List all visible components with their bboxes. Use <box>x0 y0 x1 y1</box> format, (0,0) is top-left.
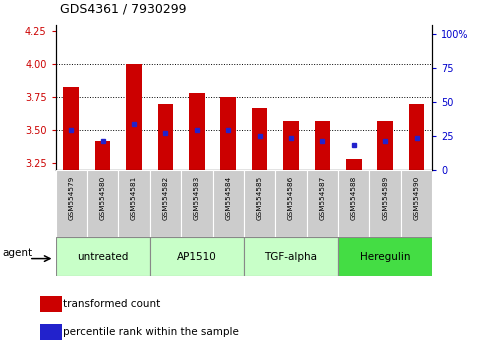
Bar <box>213 170 244 237</box>
Bar <box>307 170 338 237</box>
Text: Heregulin: Heregulin <box>360 252 411 262</box>
Text: TGF-alpha: TGF-alpha <box>265 252 317 262</box>
Bar <box>275 170 307 237</box>
Text: GSM554584: GSM554584 <box>225 175 231 219</box>
Bar <box>150 237 244 276</box>
Bar <box>95 141 111 170</box>
Bar <box>126 64 142 170</box>
Text: percentile rank within the sample: percentile rank within the sample <box>63 327 239 337</box>
Bar <box>338 237 432 276</box>
Bar <box>56 170 87 237</box>
Bar <box>369 170 401 237</box>
Bar <box>189 93 205 170</box>
Bar <box>244 170 275 237</box>
Text: GSM554587: GSM554587 <box>319 175 326 219</box>
Bar <box>220 97 236 170</box>
Text: AP1510: AP1510 <box>177 252 217 262</box>
Bar <box>157 104 173 170</box>
Text: GSM554580: GSM554580 <box>99 175 106 219</box>
Text: untreated: untreated <box>77 252 128 262</box>
Bar <box>409 104 425 170</box>
Bar <box>63 87 79 170</box>
Bar <box>181 170 213 237</box>
Bar <box>244 237 338 276</box>
Text: GSM554583: GSM554583 <box>194 175 200 219</box>
Bar <box>150 170 181 237</box>
Bar <box>87 170 118 237</box>
Bar <box>56 237 150 276</box>
Bar <box>283 121 299 170</box>
Text: GSM554590: GSM554590 <box>413 175 420 219</box>
Bar <box>40 324 62 340</box>
Text: GSM554589: GSM554589 <box>382 175 388 219</box>
Text: GSM554582: GSM554582 <box>162 175 169 219</box>
Text: agent: agent <box>3 248 33 258</box>
Bar <box>401 170 432 237</box>
Text: GSM554585: GSM554585 <box>256 175 263 219</box>
Bar <box>40 296 62 312</box>
Bar <box>377 121 393 170</box>
Text: GSM554579: GSM554579 <box>68 175 74 219</box>
Bar <box>346 159 362 170</box>
Text: transformed count: transformed count <box>63 299 160 309</box>
Bar <box>314 121 330 170</box>
Bar <box>338 170 369 237</box>
Bar <box>118 170 150 237</box>
Text: GSM554581: GSM554581 <box>131 175 137 219</box>
Text: GSM554588: GSM554588 <box>351 175 357 219</box>
Bar <box>252 108 268 170</box>
Text: GDS4361 / 7930299: GDS4361 / 7930299 <box>60 3 187 16</box>
Text: GSM554586: GSM554586 <box>288 175 294 219</box>
